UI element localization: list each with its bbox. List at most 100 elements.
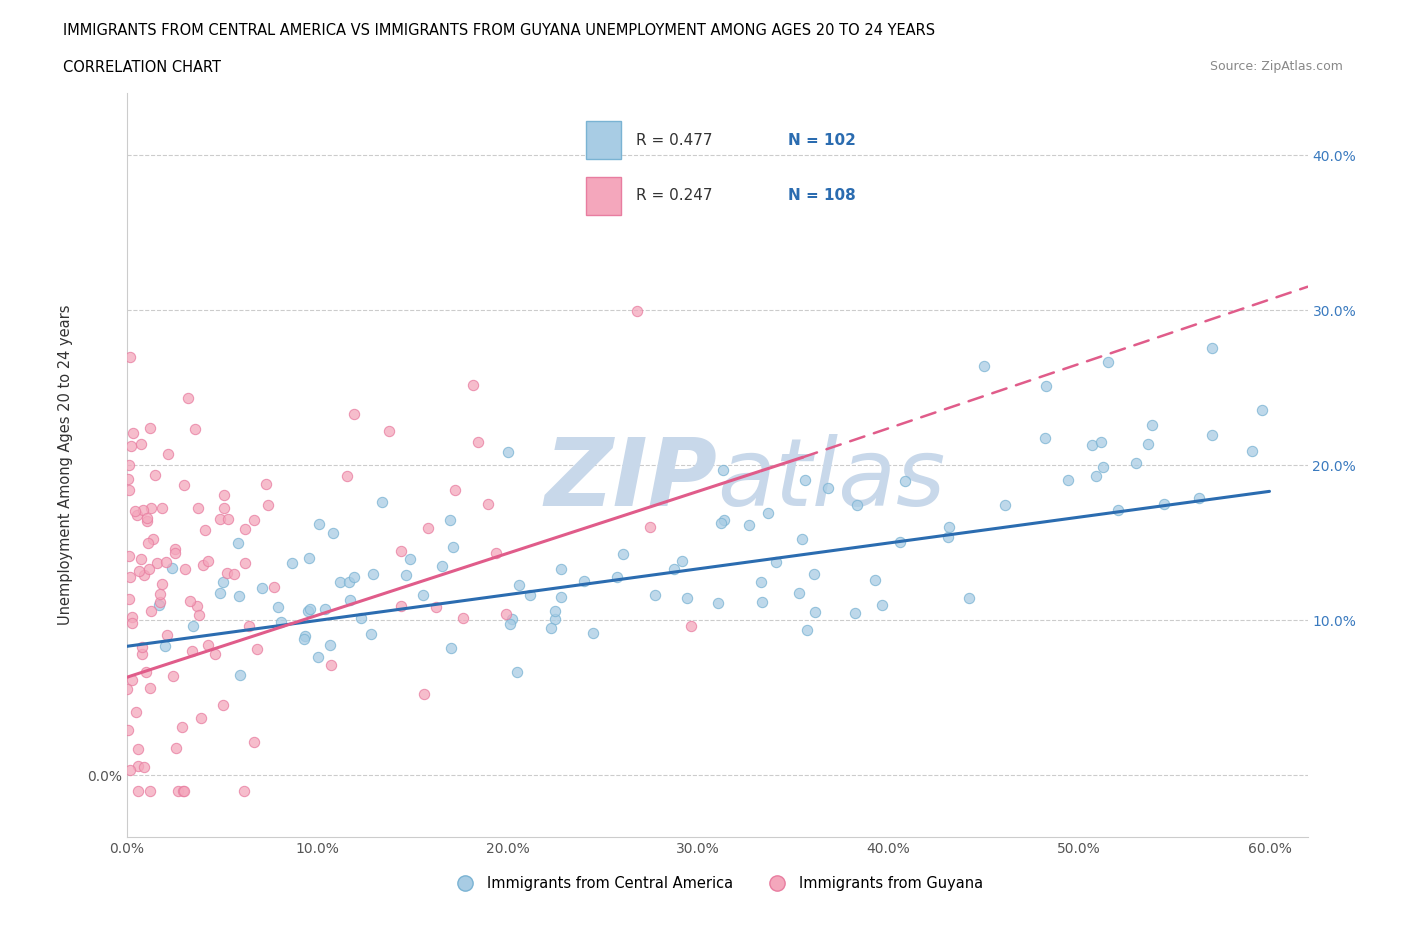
- Point: [477, 497, 499, 512]
- Point: [120, 439, 142, 454]
- Point: [318, 637, 340, 652]
- Point: [148, 587, 170, 602]
- Point: [787, 586, 810, 601]
- Point: [371, 495, 394, 510]
- Point: [181, 644, 204, 658]
- Point: [243, 512, 266, 527]
- Point: [430, 559, 453, 574]
- Point: [1084, 469, 1107, 484]
- Point: [550, 590, 572, 604]
- Point: [208, 512, 231, 526]
- Point: [165, 740, 187, 755]
- Point: [238, 618, 260, 633]
- Point: [994, 498, 1017, 512]
- Point: [796, 622, 818, 637]
- Point: [626, 304, 648, 319]
- Point: [1092, 460, 1115, 475]
- Point: [804, 604, 827, 619]
- Point: [863, 573, 886, 588]
- Point: [115, 682, 138, 697]
- Point: [132, 567, 155, 582]
- Point: [412, 588, 434, 603]
- Point: [121, 616, 143, 631]
- Point: [957, 591, 980, 605]
- Point: [270, 615, 292, 630]
- Point: [280, 556, 302, 571]
- Point: [399, 551, 422, 566]
- Point: [214, 500, 236, 515]
- Point: [187, 501, 209, 516]
- Point: [360, 627, 382, 642]
- Point: [156, 628, 179, 643]
- Point: [544, 612, 567, 627]
- Point: [294, 631, 316, 646]
- Point: [612, 547, 634, 562]
- Point: [132, 503, 155, 518]
- Point: [519, 587, 541, 602]
- Point: [146, 556, 169, 571]
- Point: [1201, 427, 1223, 442]
- Point: [676, 590, 699, 604]
- Point: [233, 555, 256, 570]
- Point: [218, 512, 240, 526]
- Point: [179, 594, 201, 609]
- Point: [844, 605, 866, 620]
- Point: [749, 574, 772, 589]
- Point: [297, 604, 319, 618]
- Point: [118, 483, 141, 498]
- Point: [441, 539, 464, 554]
- Point: [467, 435, 489, 450]
- Point: [129, 551, 152, 566]
- Point: [572, 573, 595, 588]
- Point: [495, 606, 517, 621]
- Point: [343, 570, 366, 585]
- Point: [212, 698, 235, 712]
- Point: [263, 579, 285, 594]
- Point: [128, 564, 150, 578]
- Point: [174, 562, 197, 577]
- Text: atlas: atlas: [717, 434, 945, 525]
- Point: [139, 420, 162, 435]
- Point: [444, 483, 467, 498]
- Point: [1107, 502, 1129, 517]
- Point: [679, 618, 702, 633]
- Point: [197, 638, 219, 653]
- Point: [127, 741, 149, 756]
- Text: ZIP: ZIP: [544, 434, 717, 525]
- Point: [1090, 435, 1112, 450]
- Point: [794, 472, 817, 487]
- Point: [145, 468, 167, 483]
- Point: [1140, 418, 1163, 432]
- Point: [582, 626, 605, 641]
- Point: [212, 575, 235, 590]
- Point: [125, 508, 148, 523]
- Point: [129, 437, 152, 452]
- Point: [118, 570, 141, 585]
- Point: [155, 638, 177, 653]
- Point: [1201, 340, 1223, 355]
- Point: [233, 783, 256, 798]
- Point: [395, 568, 418, 583]
- Point: [889, 535, 911, 550]
- Point: [1251, 403, 1274, 418]
- Point: [606, 570, 628, 585]
- Point: [337, 574, 360, 589]
- Point: [938, 519, 960, 534]
- Point: [845, 498, 868, 512]
- Point: [550, 561, 572, 576]
- Point: [713, 512, 735, 527]
- Point: [267, 600, 290, 615]
- Point: [162, 561, 184, 576]
- Point: [139, 783, 162, 798]
- Point: [242, 734, 264, 749]
- Point: [120, 763, 142, 777]
- Point: [322, 525, 344, 540]
- Point: [208, 586, 231, 601]
- Point: [872, 597, 894, 612]
- Point: [439, 512, 461, 527]
- Text: CORRELATION CHART: CORRELATION CHART: [63, 60, 221, 75]
- Point: [215, 566, 238, 581]
- Point: [738, 517, 761, 532]
- Point: [508, 578, 530, 592]
- Point: [250, 580, 273, 595]
